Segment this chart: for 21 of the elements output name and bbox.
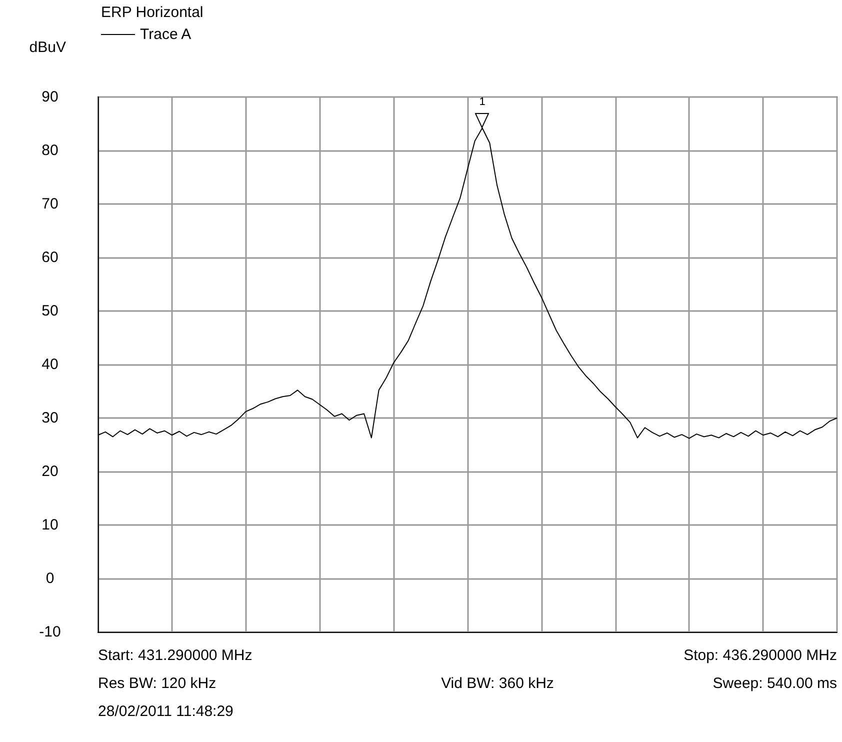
y-tick-label: -10 xyxy=(39,624,61,640)
y-tick-label: 50 xyxy=(42,302,58,320)
y-tick-label: 0 xyxy=(46,570,54,587)
chart-title: ERP Horizontal xyxy=(101,4,204,21)
text: 28/02/2011 11:48:29 xyxy=(98,703,234,720)
y-tick-label: 10 xyxy=(42,516,58,534)
text: Start: 431.290000 MHz xyxy=(98,647,252,664)
y-tick-label: 80 xyxy=(42,142,58,159)
y-tick-label: 90 xyxy=(42,88,58,106)
y-axis-title: dBuV xyxy=(29,39,66,56)
y-tick-label: 20 xyxy=(42,463,58,480)
y-tick-label: 40 xyxy=(42,356,58,373)
y-tick-label: 70 xyxy=(42,196,58,212)
y-tick-label: 30 xyxy=(42,410,58,426)
text: Stop: 436.290000 MHz xyxy=(684,647,837,664)
y-tick-label: 60 xyxy=(42,249,58,266)
text: Sweep: 540.00 ms xyxy=(712,675,838,692)
text: Vid BW: 360 kHz xyxy=(441,675,554,692)
legend-label: Trace A xyxy=(140,26,192,43)
text: Res BW: 120 kHz xyxy=(98,675,216,692)
annotation: 1 xyxy=(478,96,486,108)
